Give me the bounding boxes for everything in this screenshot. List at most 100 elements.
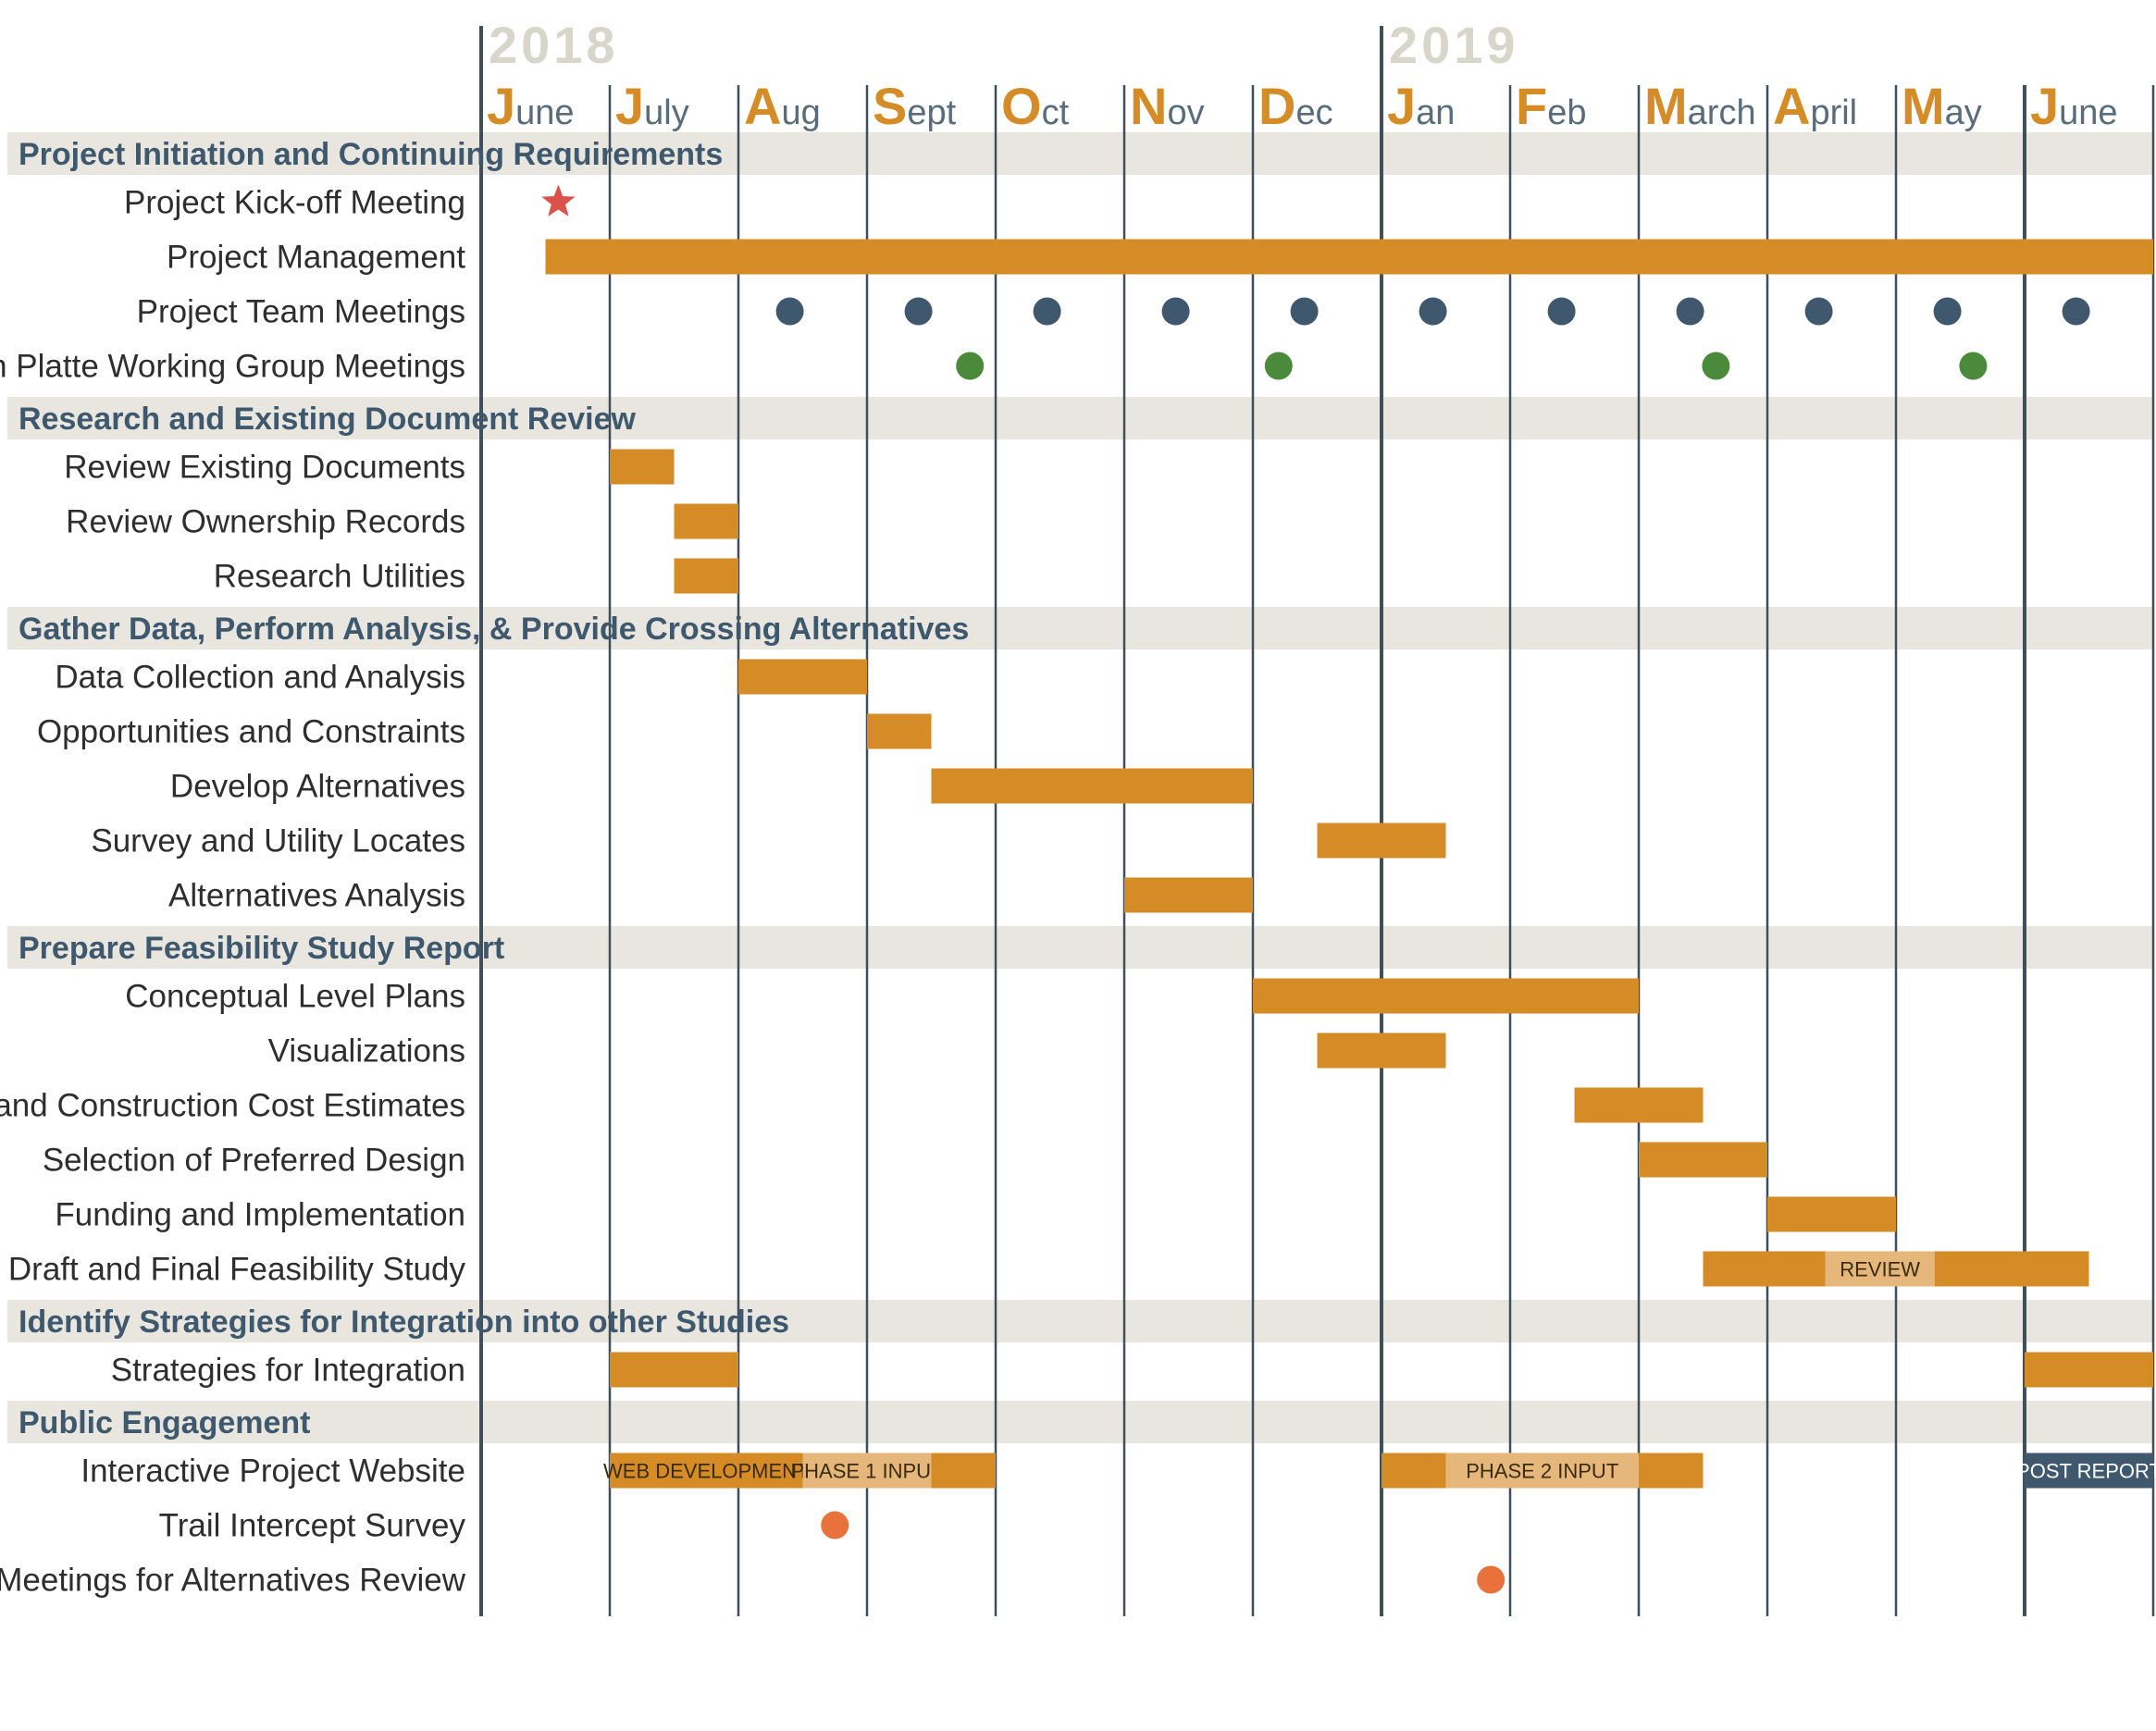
task-bar [610,449,675,485]
team-meeting-dot [1290,297,1319,326]
team-meeting-dot [775,297,804,326]
team-meeting-dot [1804,297,1833,326]
month-initial: F [1516,77,1547,135]
task-bar [1703,1251,1826,1287]
task-label: Review Existing Documents [64,450,465,486]
team-meeting-dot [1676,297,1704,326]
task-label: Visualizations [268,1033,465,1070]
bar-segment-label: PHASE 2 INPUT [1466,1460,1618,1483]
month-rest: uly [644,93,689,132]
month-label: Nov [1130,77,1205,135]
task-label: Survey and Utility Locates [91,823,465,859]
section-title: Gather Data, Perform Analysis, & Provide… [19,612,969,647]
public-event-dot [821,1511,849,1539]
month-label: Dec [1258,77,1333,135]
team-meeting-dot [1033,297,1061,326]
month-initial: J [2030,77,2059,135]
month-initial: M [1902,77,1945,135]
team-meeting-dot [904,297,933,326]
team-meeting-dot [1161,297,1190,326]
month-label: Jan [1387,77,1455,135]
task-bar [1445,1453,1639,1489]
row-labels: Project Initiation and Continuing Requir… [0,137,969,1599]
task-bar [2025,1352,2153,1388]
working-group-meeting-dot [956,352,985,380]
month-rest: pril [1810,93,1857,132]
task-label: Funding and Implementation [55,1197,465,1233]
month-rest: arch [1688,93,1756,132]
task-label: Conceptual Level Plans [125,979,465,1015]
task-bar [1639,1142,1767,1178]
task-bar [802,1453,932,1489]
task-bar [1253,978,1639,1014]
bar-segment-label: WEB DEVELOPMENT [603,1460,809,1483]
task-label: Data Collection and Analysis [55,660,465,696]
month-initial: J [615,77,644,135]
month-initial: S [873,77,907,135]
task-bar [1574,1087,1704,1123]
task-bar [867,713,932,749]
task-label: Project Management [167,240,465,276]
section-title: Research and Existing Document Review [19,402,637,437]
task-label: Develop Alternatives [170,769,465,805]
bar-segment-label: REVIEW [1840,1258,1920,1281]
section-band [7,1401,2153,1443]
month-rest: ug [781,93,820,132]
month-label: Aug [744,77,821,135]
section-band [7,607,2153,649]
task-label: Interactive Project Website [81,1453,465,1490]
task-bar [931,768,1253,804]
month-label: Sept [873,77,957,135]
section-title: Project Initiation and Continuing Requir… [19,137,723,172]
month-label: March [1644,77,1756,135]
task-label: Selection of Preferred Design [43,1143,465,1179]
task-bar [545,239,2153,275]
task-label: Draft and Final Feasibility Study [8,1252,466,1288]
section-band [7,397,2153,439]
month-initial: J [487,77,515,135]
month-rest: ept [907,93,956,132]
task-label: Opportunities and Constraints [37,714,465,750]
working-group-meeting-dot [1702,352,1730,380]
section-title: Prepare Feasibility Study Report [19,931,504,966]
task-bar [1825,1251,1935,1287]
month-initial: A [1773,77,1810,135]
team-meeting-dot [2062,297,2090,326]
task-label: Review Ownership Records [66,504,465,540]
section-band [7,132,2153,175]
task-bar [931,1453,996,1489]
task-bar [674,503,738,539]
month-rest: une [515,93,574,132]
working-group-meeting-dot [1959,352,1988,380]
month-rest: ec [1295,93,1332,132]
section-band [7,1300,2153,1342]
task-label: Public Meetings for Alternatives Review [0,1563,466,1599]
month-initial: O [1001,77,1042,135]
task-bar [674,558,738,594]
task-bar [1934,1251,2089,1287]
task-label: Alternatives Analysis [168,878,465,914]
task-label: Project Team Meetings [137,294,465,330]
task-label: South Platte Working Group Meetings [0,349,465,385]
month-initial: D [1258,77,1295,135]
task-label: Project Kick-off Meeting [124,185,465,221]
month-initial: A [744,77,781,135]
section-title: Identify Strategies for Integration into… [19,1304,789,1340]
team-meeting-dot [1547,297,1576,326]
month-label: June [2030,77,2118,135]
month-label: July [615,77,689,135]
task-bar [738,659,867,695]
team-meeting-dot [1419,297,1447,326]
month-rest: ct [1042,93,1070,132]
task-label: Research Utilities [214,559,465,595]
section-title: Public Engagement [19,1405,311,1440]
bar-segment-label: PHASE 1 INPUT [790,1460,943,1483]
month-initial: M [1644,77,1688,135]
task-bar [1767,1196,1896,1232]
task-bar [610,1453,803,1489]
month-label: April [1773,77,1857,135]
task-bar [1317,822,1446,859]
month-rest: an [1416,93,1455,132]
